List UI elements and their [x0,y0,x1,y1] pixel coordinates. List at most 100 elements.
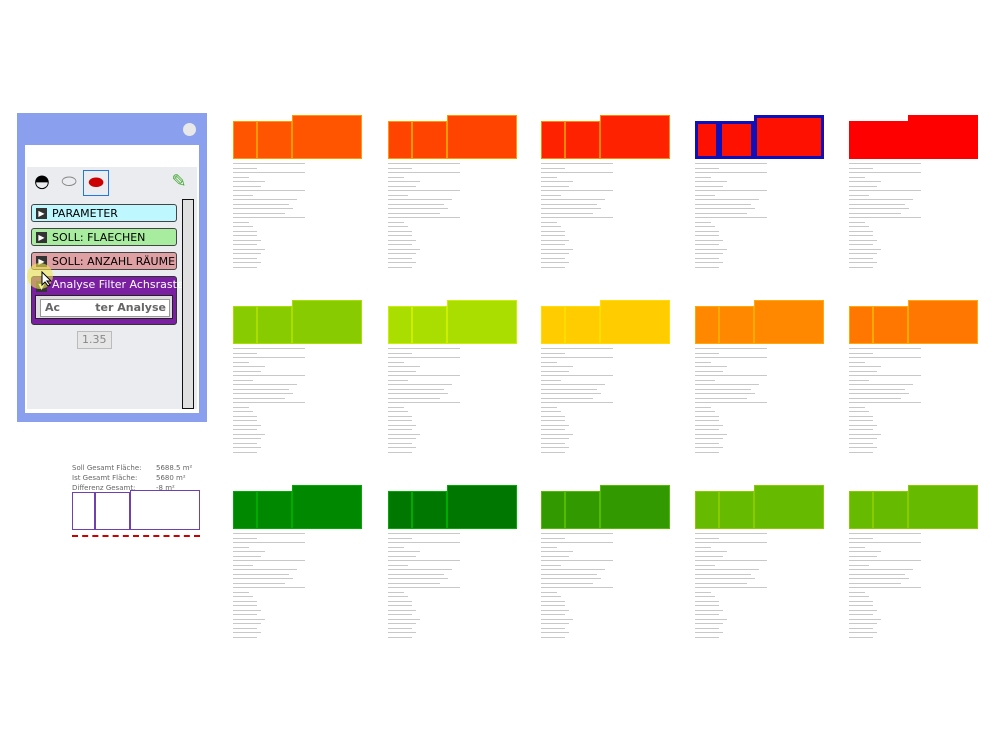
text-line-placeholder [695,203,751,205]
variant-card[interactable] [849,300,979,460]
text-line-placeholder [541,578,601,579]
text-line-placeholder [388,226,408,227]
text-line-placeholder [388,451,412,453]
cylinder-red-icon[interactable]: ⬬ [83,170,109,196]
variant-card[interactable] [695,115,825,275]
room-block [849,491,873,529]
text-line-placeholder [388,573,444,575]
variant-card[interactable] [849,485,979,645]
expand-icon: ▶ [36,208,47,219]
text-line-placeholder [233,596,253,597]
text-line-placeholder [233,262,261,263]
text-line-placeholder [695,438,723,439]
text-line-placeholder [388,248,420,250]
room-block [719,306,754,344]
text-line-placeholder [233,361,249,363]
text-line-placeholder [388,411,408,412]
text-line-placeholder [849,348,921,349]
text-line-placeholder [541,542,613,543]
text-line-placeholder [695,420,719,421]
text-line-placeholder [388,172,460,173]
room-info-text [541,348,671,456]
filter-analyse-button[interactable]: Ac ter Analyse [40,299,170,317]
variant-card[interactable] [233,485,363,645]
room-block [257,121,292,159]
text-line-placeholder [849,442,873,444]
text-line-placeholder [541,167,565,169]
text-line-placeholder [541,194,561,196]
text-line-placeholder [541,420,565,421]
text-line-placeholder [388,623,416,624]
text-line-placeholder [233,605,257,606]
text-line-placeholder [388,199,452,200]
text-line-placeholder [233,384,297,385]
text-line-placeholder [233,185,261,187]
text-line-placeholder [541,217,613,218]
text-line-placeholder [541,266,565,268]
variant-card[interactable] [541,115,671,275]
variant-card[interactable] [541,300,671,460]
variant-card[interactable] [233,300,363,460]
cylinder-outline-icon[interactable]: ⬭ [61,171,77,192]
room-block [695,306,719,344]
text-line-placeholder [541,226,561,227]
section-analyse-filter[interactable]: ▼ Analyse Filter Achsraster Ac ter Analy… [31,276,188,325]
room-block [257,306,292,344]
text-line-placeholder [541,618,573,620]
text-line-placeholder [388,551,420,552]
layer-icon[interactable]: ◓ [34,171,50,192]
pencil-icon[interactable]: ✎ [171,171,187,192]
text-line-placeholder [849,429,873,430]
text-line-placeholder [541,235,565,236]
text-line-placeholder [849,230,873,232]
variant-card[interactable] [695,300,825,460]
room-info-text [388,533,518,641]
text-line-placeholder [849,433,881,435]
text-line-placeholder [388,361,404,363]
text-line-placeholder [233,438,261,439]
section-soll-anzahl-raeume[interactable]: ▶ SOLL: ANZAHL RÄUME [31,252,177,270]
soll-label: Soll Gesamt Fläche: [72,464,142,472]
text-line-placeholder [849,217,921,218]
text-line-placeholder [541,623,569,624]
text-line-placeholder [233,172,305,173]
text-line-placeholder [695,266,719,268]
text-line-placeholder [541,244,565,245]
text-line-placeholder [541,253,569,254]
text-line-placeholder [541,591,557,593]
variant-card[interactable] [233,115,363,275]
text-line-placeholder [695,600,719,602]
text-line-placeholder [233,393,293,394]
variant-card[interactable] [388,115,518,275]
text-line-placeholder [541,573,597,575]
room-block [565,491,600,529]
variant-card[interactable] [388,300,518,460]
variant-card[interactable] [849,115,979,275]
text-line-placeholder [849,239,877,241]
close-icon[interactable] [183,123,196,136]
text-line-placeholder [233,167,257,169]
variant-card[interactable] [695,485,825,645]
scrollbar[interactable] [182,199,194,409]
text-line-placeholder [695,244,719,245]
text-line-placeholder [233,244,257,245]
text-line-placeholder [233,230,257,232]
text-line-placeholder [388,393,448,394]
text-line-placeholder [388,163,460,164]
room-block [388,121,412,159]
text-line-placeholder [849,262,877,263]
variant-card[interactable] [541,485,671,645]
variant-card[interactable] [388,485,518,645]
section-parameter[interactable]: ▶ PARAMETER [31,204,177,222]
section-soll-flaechen[interactable]: ▶ SOLL: FLAECHEN [31,228,177,246]
text-line-placeholder [388,366,420,367]
text-line-placeholder [695,618,727,620]
panel-body: ◓ ⬭ ⬬ ✎ ▶ PARAMETER ▶ SOLL: FLAECHEN ▶ SOLL… [25,145,199,413]
text-line-placeholder [849,244,873,245]
text-line-placeholder [388,433,420,435]
text-line-placeholder [541,451,565,453]
room-block [754,115,824,159]
text-line-placeholder [849,632,877,633]
text-line-placeholder [849,357,921,358]
text-line-placeholder [233,578,293,579]
